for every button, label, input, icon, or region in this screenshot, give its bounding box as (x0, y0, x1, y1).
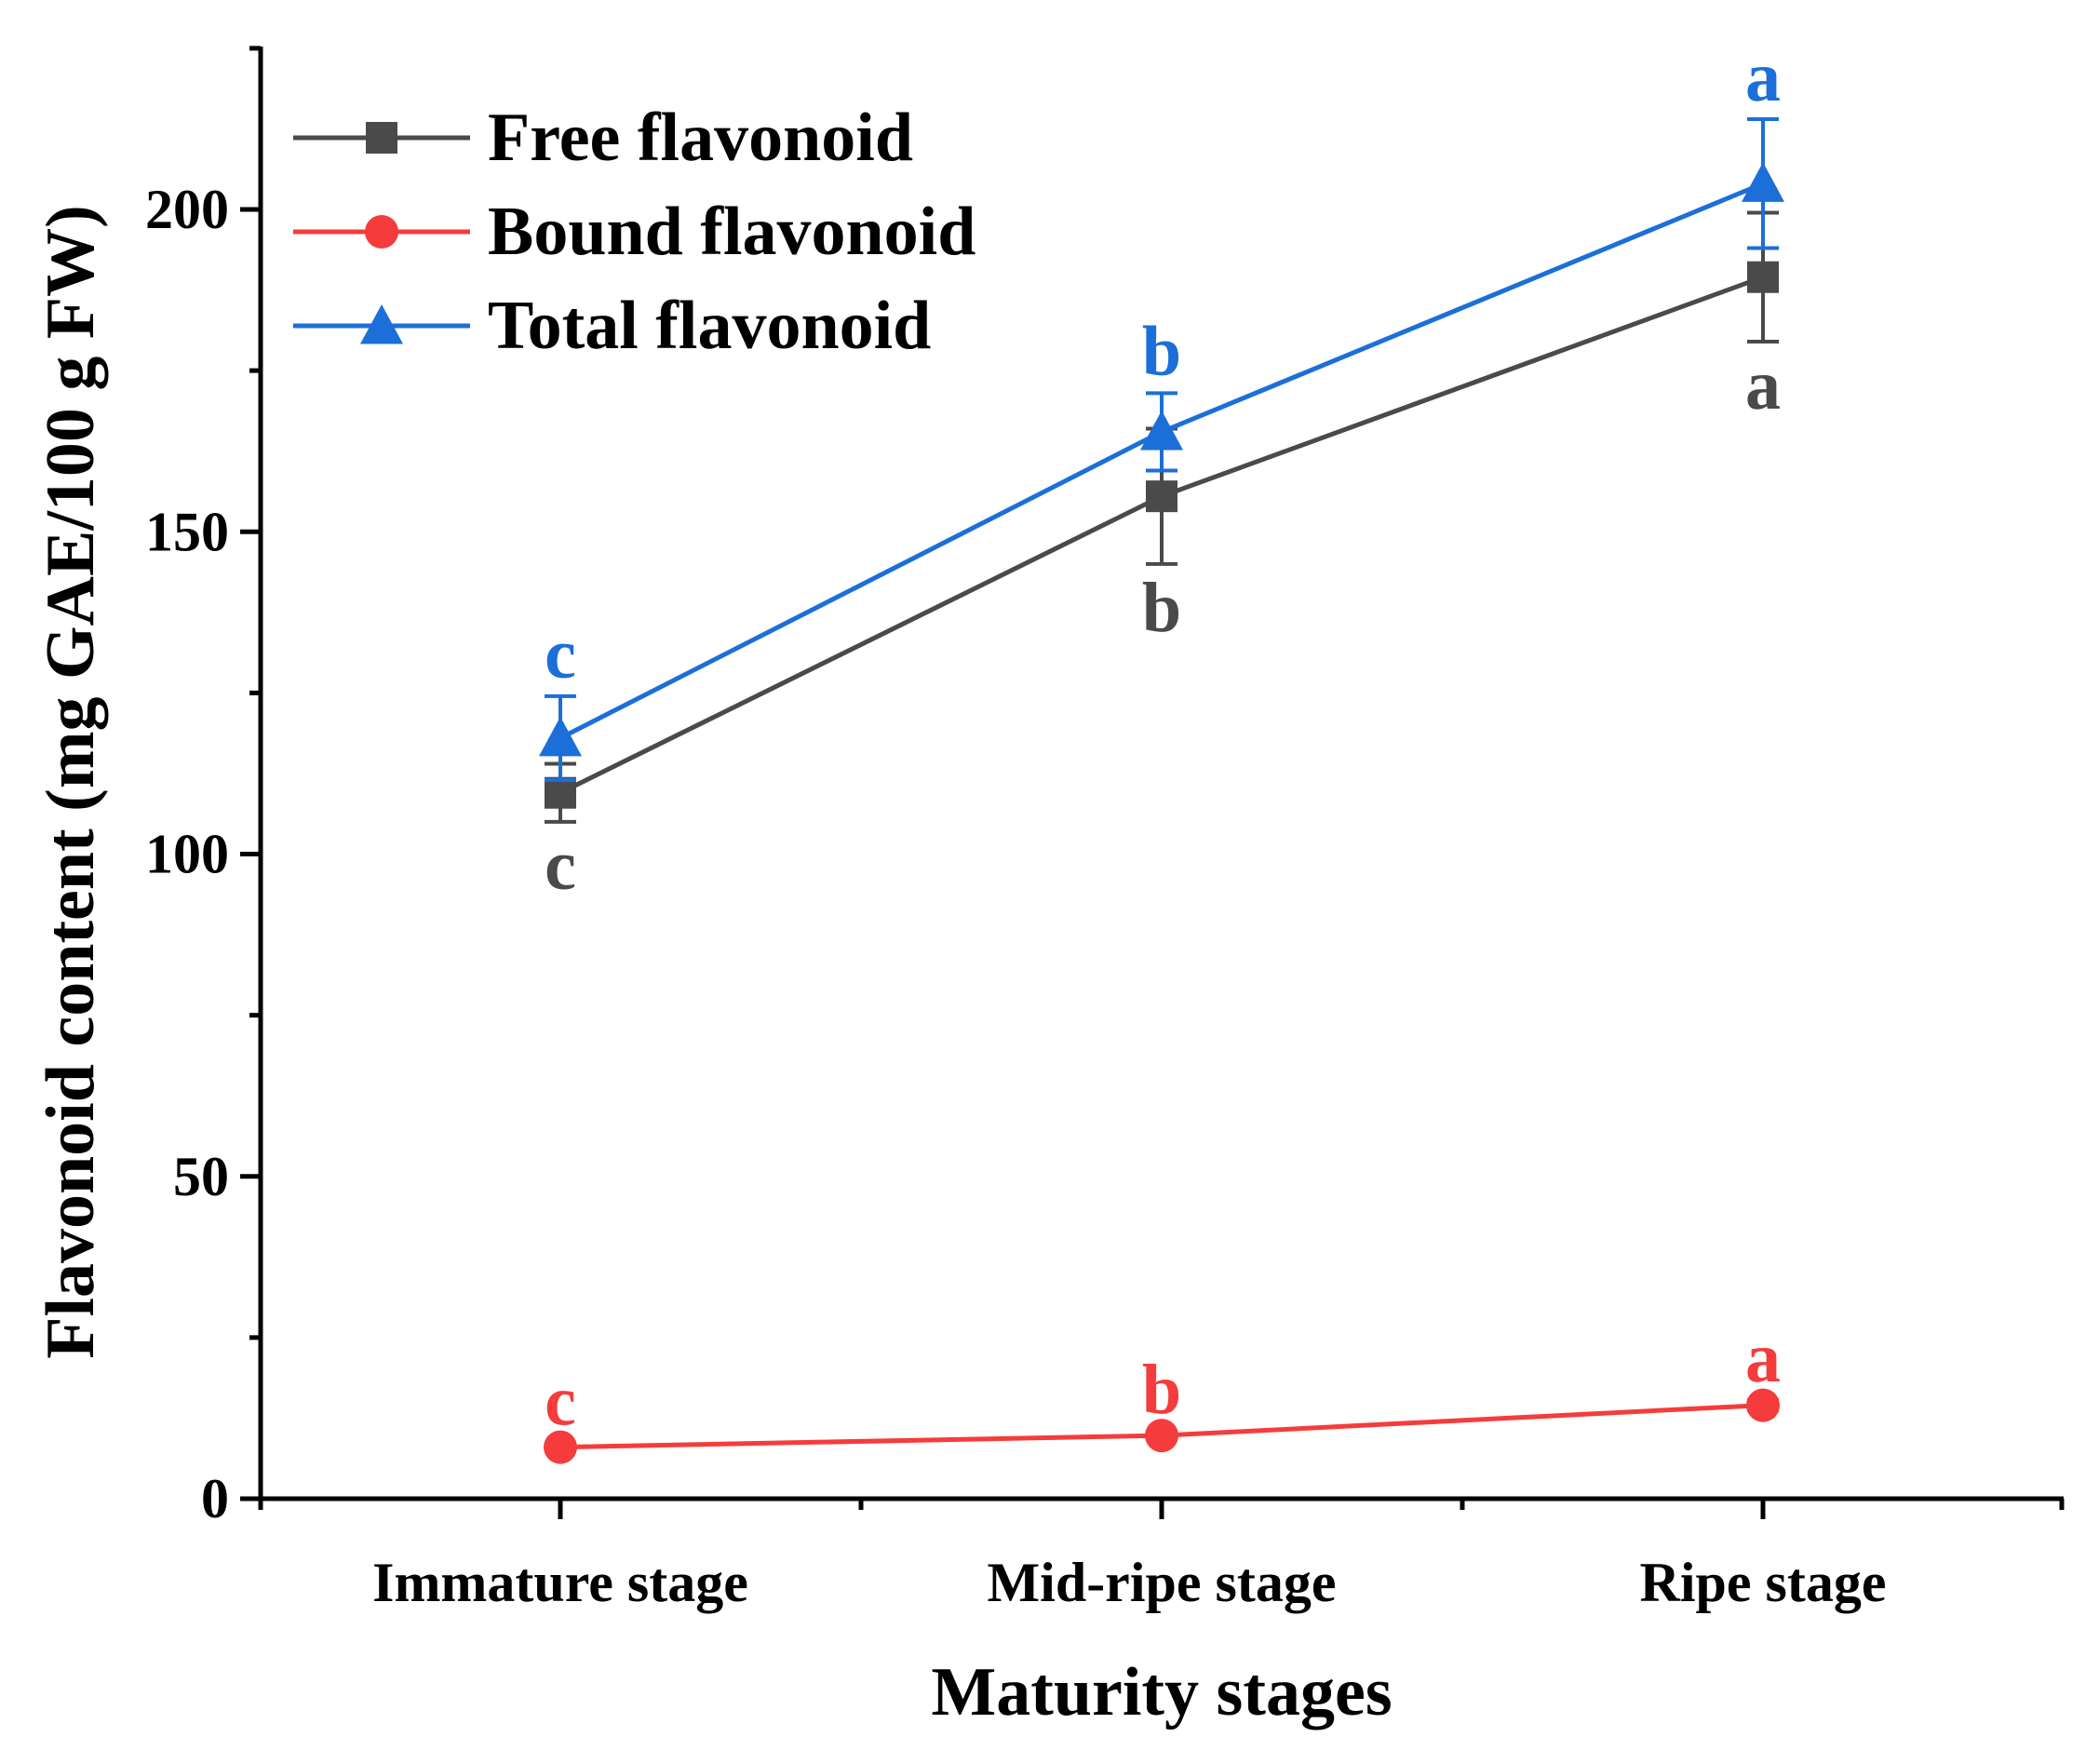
legend-marker (360, 304, 403, 344)
x-tick-label: Ripe stage (1640, 1552, 1887, 1613)
y-tick-label: 150 (145, 501, 229, 562)
significance-label: b (1142, 1351, 1181, 1429)
significance-label: c (545, 827, 576, 905)
y-tick-label: 50 (173, 1146, 229, 1207)
x-axis-title: Maturity stages (931, 1654, 1392, 1730)
data-point (1742, 162, 1784, 202)
data-point (544, 1430, 577, 1464)
data-point (1140, 410, 1183, 451)
data-point (1145, 1419, 1178, 1453)
legend-marker (365, 215, 398, 249)
significance-label: a (1745, 346, 1781, 424)
data-point (1747, 261, 1779, 293)
significance-label: b (1142, 312, 1181, 390)
legend: Free flavonoid Bound flavonoid Total flavo… (293, 100, 975, 364)
legend-label: Bound flavonoid (488, 194, 975, 270)
significance-label: a (1745, 1319, 1781, 1397)
series-total-flavonoid: c b a (539, 38, 1784, 782)
data-point (539, 716, 582, 757)
y-axis-title: Flavonoid content (mg GAE/100 g FW) (33, 205, 109, 1358)
data-point (1746, 1388, 1780, 1422)
significance-label: c (545, 1362, 576, 1440)
data-point (545, 776, 576, 809)
significance-label: b (1142, 569, 1181, 647)
legend-label: Free flavonoid (488, 100, 913, 176)
data-point (1146, 480, 1177, 513)
y-tick-label: 0 (201, 1468, 229, 1529)
series-layer: c b a c b a c b a (539, 38, 1784, 1464)
x-tick-label: Mid-ripe stage (988, 1552, 1337, 1613)
series-free-flavonoid: c b a (545, 210, 1781, 905)
y-tick-label: 100 (145, 824, 229, 885)
legend-item-free-flavonoid: Free flavonoid (293, 100, 913, 176)
legend-item-total-flavonoid: Total flavonoid (293, 288, 931, 364)
x-tick-label: Immature stage (372, 1552, 748, 1613)
legend-item-bound-flavonoid: Bound flavonoid (293, 194, 975, 270)
legend-marker (366, 122, 397, 154)
significance-label: c (545, 615, 576, 693)
significance-label: a (1745, 38, 1781, 116)
y-tick-label: 200 (145, 179, 229, 240)
legend-label: Total flavonoid (488, 288, 931, 364)
axes: 0 50 100 150 200 Immature stage Mid-ripe stage… (145, 46, 2065, 1613)
